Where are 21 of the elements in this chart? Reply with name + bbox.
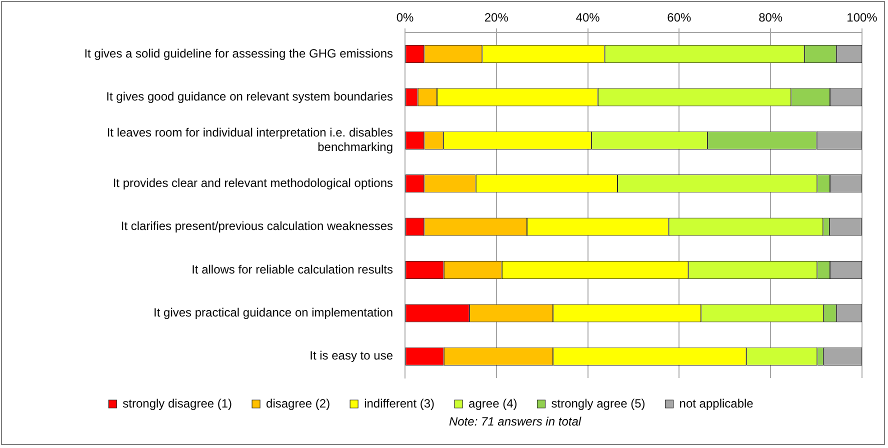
legend-label: disagree (2) xyxy=(266,396,330,410)
y-tick-label: It clarifies present/previous calculation weaknesses xyxy=(120,219,393,234)
x-tick-label: 80% xyxy=(758,10,783,25)
legend-label: strongly agree (5) xyxy=(551,396,646,410)
text: Note: 71 answers in total xyxy=(448,414,582,428)
legend-label: indifferent (3) xyxy=(364,396,435,410)
y-tick-label: It leaves room for individual interpretation i.e. disables benchmarking xyxy=(106,126,393,154)
legend-label: agree (4) xyxy=(468,396,518,410)
y-tick-label: It gives good guidance on relevant system boundaries xyxy=(106,90,393,104)
legend-label: strongly disagree (1) xyxy=(122,396,232,410)
x-tick-label: 60% xyxy=(667,10,692,25)
x-tick-label: 20% xyxy=(484,10,509,25)
x-tick-label: 0% xyxy=(396,10,414,25)
x-tick-label: 40% xyxy=(576,10,600,25)
y-tick-label: It gives a solid guideline for assessing the GHG emissions xyxy=(84,46,393,60)
y-tick-label: It is easy to use xyxy=(310,348,394,363)
y-tick-label: It allows for reliable calculation results xyxy=(192,262,393,276)
y-tick-label: It gives practical guidance on implementation xyxy=(154,306,393,320)
y-tick-label: It provides clear and relevant methodological options xyxy=(112,176,393,190)
legend-label: not applicable xyxy=(679,396,754,410)
x-tick-label: 100% xyxy=(846,10,878,25)
